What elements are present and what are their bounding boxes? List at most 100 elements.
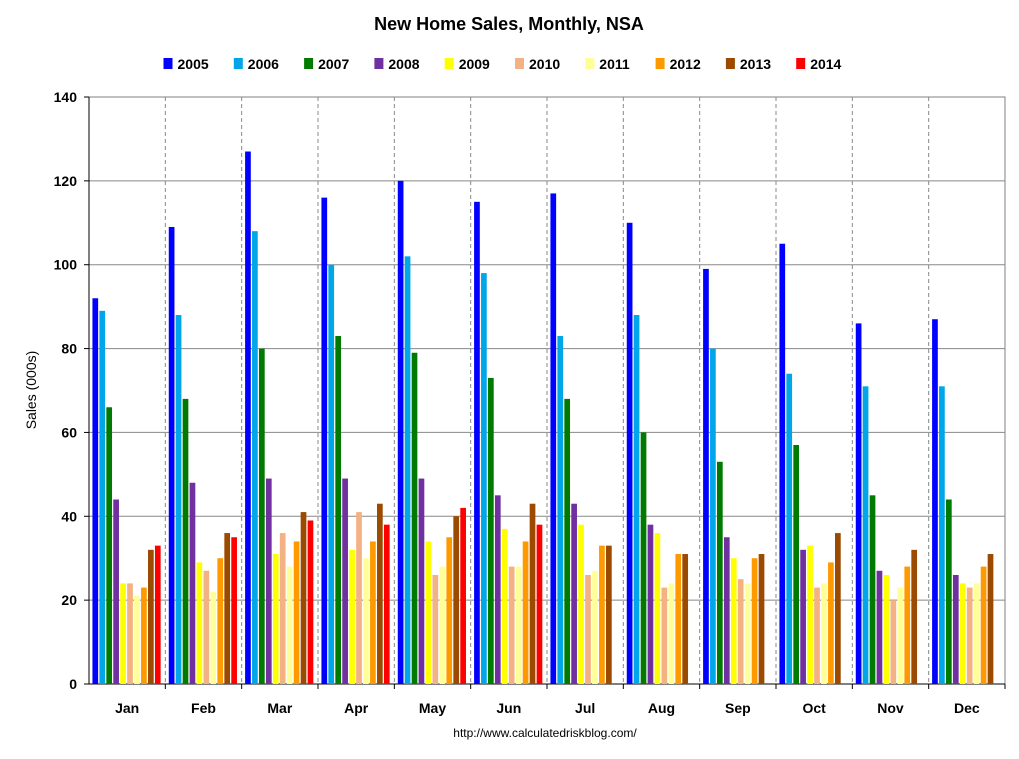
bar (869, 495, 876, 684)
bar (141, 587, 147, 684)
bar (258, 348, 265, 684)
legend-swatch (233, 58, 243, 69)
bar (425, 541, 432, 684)
bar (945, 499, 952, 684)
y-tick-label: 40 (61, 508, 77, 524)
bar (758, 554, 765, 684)
bar (571, 503, 577, 684)
bar (578, 524, 584, 684)
legend-label: 2008 (388, 56, 419, 72)
bar (779, 243, 786, 684)
bar (411, 352, 418, 684)
bar (342, 478, 348, 684)
bar (592, 570, 598, 684)
bar (494, 495, 501, 684)
legend-swatch (796, 58, 806, 69)
bar (952, 574, 959, 684)
legend-swatch (515, 58, 524, 69)
bar (599, 545, 605, 684)
x-tick-label: Feb (191, 700, 216, 716)
x-tick-label: Jun (496, 700, 521, 716)
bar (272, 554, 279, 684)
legend-swatch (725, 58, 735, 69)
bar (370, 541, 376, 684)
bar (106, 407, 113, 684)
bar (890, 600, 897, 684)
bar (286, 566, 293, 684)
bar (92, 298, 99, 684)
bar (647, 524, 654, 684)
legend-swatch (444, 58, 454, 69)
bar (966, 587, 973, 684)
bar (807, 545, 813, 684)
legend-label: 2006 (248, 56, 279, 72)
bar (939, 386, 945, 684)
bar (127, 583, 133, 684)
legend-label: 2013 (740, 56, 771, 72)
bar (453, 516, 460, 684)
bar (862, 386, 869, 684)
x-tick-label: Mar (267, 700, 292, 716)
legend-label: 2012 (670, 56, 701, 72)
plot-area: 0 20 40 60 80 100 120 140 Jan Feb Mar Apr May Jun Jul A… (54, 89, 1006, 716)
bar (265, 478, 272, 684)
y-tick-label: 0 (69, 676, 77, 692)
bar (904, 566, 911, 684)
legend-swatch (163, 58, 173, 69)
y-tick-label: 60 (61, 424, 77, 440)
bar (501, 528, 508, 684)
bar (640, 432, 647, 684)
bar (633, 315, 640, 684)
bar (397, 180, 404, 685)
legend-label: 2011 (599, 56, 630, 72)
bar (134, 595, 140, 684)
bar (418, 478, 425, 684)
bar (668, 583, 675, 684)
bar (654, 533, 661, 684)
bar (182, 398, 189, 684)
bar (557, 335, 564, 684)
bar (175, 315, 182, 684)
bar (446, 537, 453, 684)
bar (377, 503, 383, 684)
bar (383, 524, 390, 684)
plot-frame (88, 96, 1006, 685)
legend: 2005 2006 2007 2008 2009 2010 2011 2012 2013 2014 (163, 56, 842, 72)
bar (876, 570, 883, 684)
bar (154, 545, 161, 684)
legend-swatch (655, 58, 665, 69)
legend-swatch (374, 58, 384, 69)
bar (113, 499, 119, 684)
bar (973, 583, 980, 684)
legend-label: 2009 (459, 56, 490, 72)
bar (508, 566, 515, 684)
bar (716, 461, 723, 684)
bar (293, 541, 300, 684)
bar (661, 587, 668, 684)
x-tick-label: Jul (575, 700, 595, 716)
bar (744, 583, 751, 684)
x-tick-label: May (419, 700, 446, 716)
bar (682, 554, 689, 684)
bar (432, 574, 439, 684)
legend-swatch (304, 58, 314, 69)
legend-label: 2010 (529, 56, 560, 72)
bar (321, 197, 328, 684)
bar (189, 482, 196, 684)
bar (203, 570, 210, 684)
bar (404, 256, 411, 684)
bar (481, 273, 487, 684)
bar (307, 520, 314, 684)
bar (835, 533, 841, 684)
bar (737, 579, 744, 684)
bar (529, 503, 536, 684)
bar (980, 566, 987, 684)
bar (855, 323, 862, 684)
legend-label: 2005 (178, 56, 209, 72)
bar (515, 566, 522, 684)
bar (883, 574, 890, 684)
bar (439, 566, 446, 684)
bar (363, 558, 369, 684)
x-tick-label: Apr (344, 700, 369, 716)
